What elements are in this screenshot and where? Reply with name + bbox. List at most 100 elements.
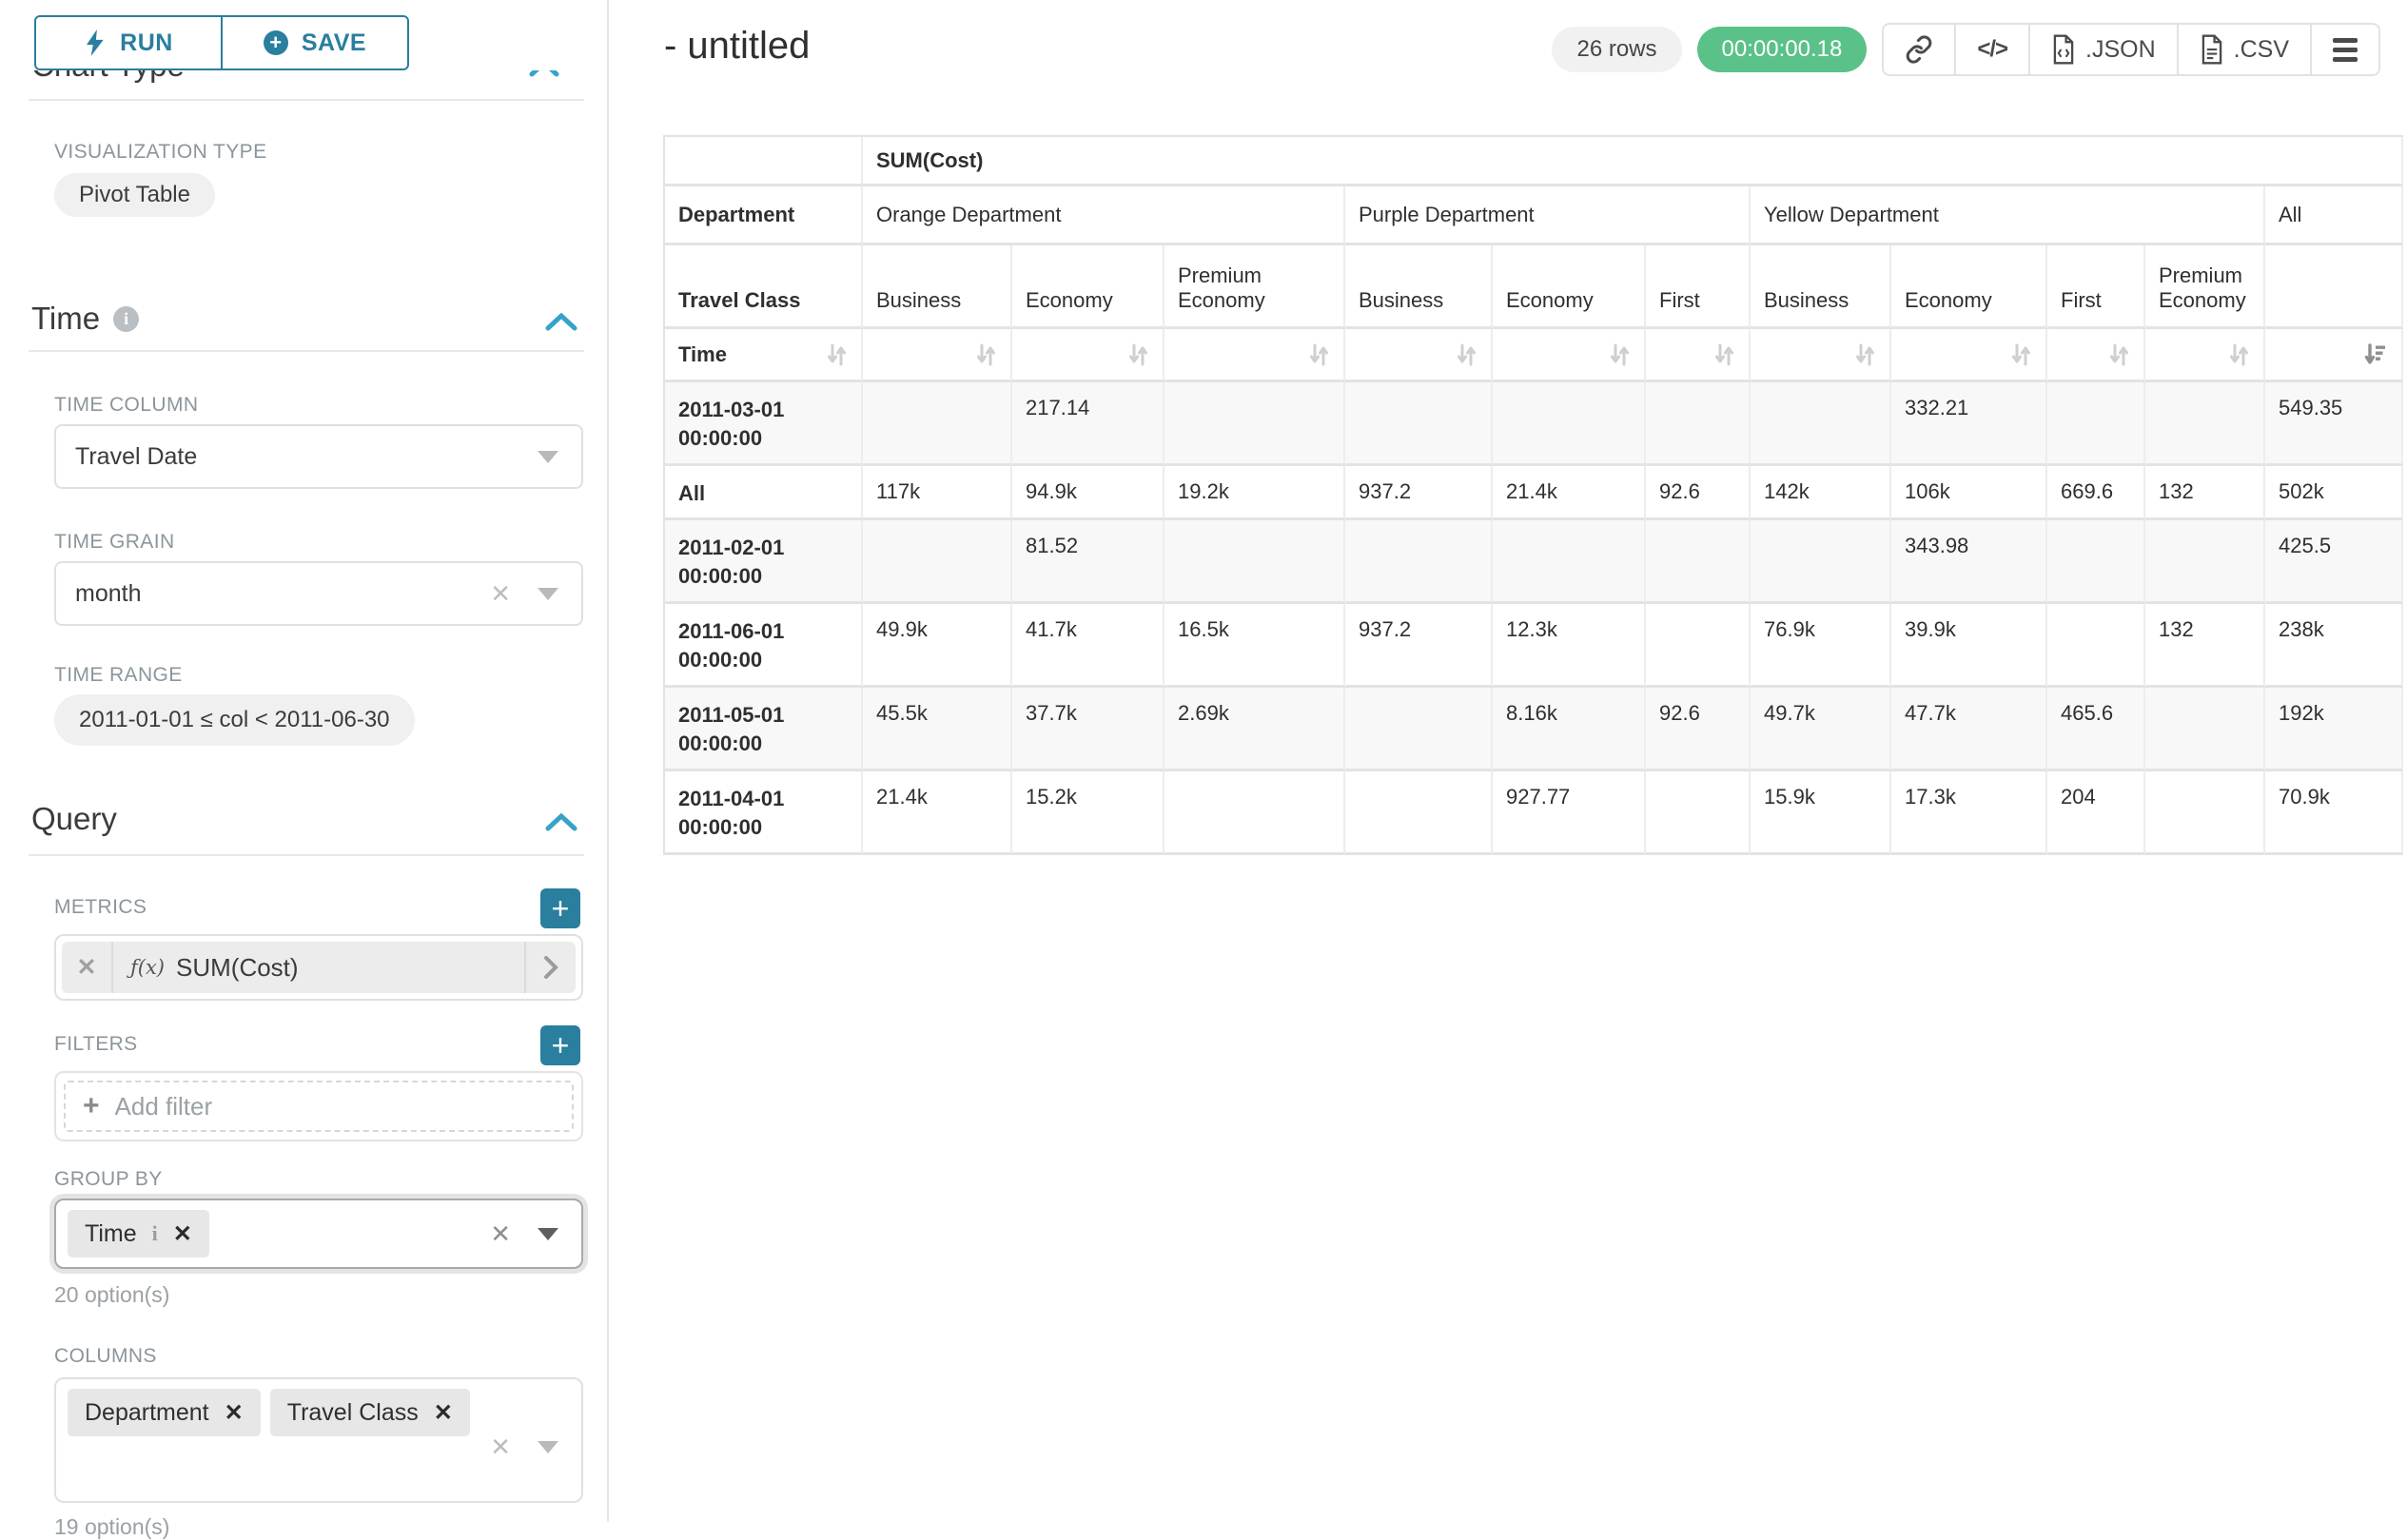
save-button-label: SAVE [302,29,366,57]
save-button[interactable]: + SAVE [221,17,407,68]
filters-label: FILTERS [54,1033,138,1056]
time-range-value[interactable]: 2011-01-01 ≤ col < 2011-06-30 [54,694,415,746]
sort-icon[interactable] [1126,342,1149,367]
remove-chip-icon[interactable]: ✕ [173,1220,192,1248]
pivot-col-leaf-header: Premium Economy [2145,245,2265,329]
sort-icon[interactable] [974,342,997,367]
pivot-value-cell [1164,382,1345,466]
remove-chip-icon[interactable]: ✕ [434,1399,453,1427]
pivot-sort-header[interactable] [1751,329,1891,382]
pivot-value-cell [2047,520,2145,604]
pivot-value-cell: 117k [863,466,1012,520]
pivot-col-leaf-header: Premium Economy [1164,245,1345,329]
columns-options-hint: 19 option(s) [54,1514,169,1540]
result-controls: 26 rows 00:00:00.18 </> .JSON .CSV [1552,23,2380,76]
sort-icon[interactable] [825,342,848,367]
divider [29,854,584,856]
sort-icon[interactable] [1853,342,1876,367]
pivot-sort-header[interactable] [1012,329,1164,382]
sort-icon[interactable] [1307,342,1330,367]
pivot-sort-header[interactable] [863,329,1012,382]
sort-icon[interactable] [2009,342,2032,367]
page-title[interactable]: - untitled [664,25,810,68]
sort-icon[interactable] [1455,342,1477,367]
more-menu-button[interactable] [2310,25,2378,74]
columns-select[interactable]: Department✕ Travel Class ✕ ✕ [54,1377,583,1503]
time-grain-label: TIME GRAIN [54,531,175,554]
info-icon[interactable]: i [152,1221,158,1246]
chevron-down-icon[interactable] [538,1441,558,1453]
pivot-sort-header[interactable] [1891,329,2047,382]
time-column-value: Travel Date [75,443,197,471]
pivot-value-cell: 549.35 [2265,382,2403,466]
group-by-chip[interactable]: Timei✕ [68,1210,209,1257]
pivot-value-cell: 132 [2145,604,2265,688]
pivot-sort-header[interactable] [1493,329,1646,382]
pivot-value-cell: 937.2 [1345,466,1493,520]
pivot-row-dimension-header[interactable]: Time [665,329,863,382]
pivot-table: SUM(Cost)DepartmentOrange DepartmentPurp… [663,135,2403,855]
chevron-down-icon[interactable] [538,588,558,600]
pivot-value-cell: 15.9k [1751,771,1891,855]
chevron-up-icon[interactable] [542,310,580,333]
time-grain-value: month [75,580,141,608]
chevron-right-icon[interactable] [524,942,576,993]
add-filter-button[interactable]: + Add filter [64,1081,574,1132]
sort-descending-icon[interactable] [2363,342,2388,367]
sort-icon[interactable] [2107,342,2130,367]
run-button[interactable]: RUN [36,17,221,68]
sort-icon[interactable] [1608,342,1631,367]
chevron-up-icon[interactable] [542,810,580,833]
divider [29,99,584,101]
pivot-sort-header[interactable] [1646,329,1751,382]
columns-chip[interactable]: Department✕ [68,1389,261,1436]
view-query-button[interactable]: </> [1954,25,2028,74]
pivot-value-cell: 2.69k [1164,688,1345,771]
remove-chip-icon[interactable]: ✕ [225,1399,244,1427]
pivot-value-cell: 39.9k [1891,604,2047,688]
add-metric-button[interactable]: + [540,888,580,928]
json-file-icon [2051,34,2076,65]
pivot-sort-header[interactable] [1345,329,1493,382]
metric-chip[interactable]: ✕ ƒ(x) SUM(Cost) [62,942,576,993]
info-icon[interactable]: i [113,306,139,332]
pivot-sort-header[interactable] [2145,329,2265,382]
pivot-value-cell: 937.2 [1345,604,1493,688]
pivot-col-leaf-header: Business [863,245,1012,329]
clear-icon[interactable]: ✕ [490,581,511,606]
group-by-select[interactable]: Timei✕ ✕ [54,1199,583,1269]
export-json-button[interactable]: .JSON [2028,25,2177,74]
pivot-col-dimension-label: Travel Class [665,245,863,329]
pivot-metric-header: SUM(Cost) [863,137,2403,186]
pivot-table-row: 2011-02-01 00:00:0081.52343.98425.5 [665,520,2403,604]
hamburger-menu-icon [2333,38,2358,62]
pivot-value-cell: 343.98 [1891,520,2047,604]
pivot-sort-header[interactable] [1164,329,1345,382]
metrics-label: METRICS [54,896,147,919]
time-column-select[interactable]: Travel Date [54,424,583,489]
sort-icon[interactable] [1712,342,1735,367]
export-csv-button[interactable]: .CSV [2177,25,2310,74]
pivot-sort-header[interactable] [2265,329,2403,382]
pivot-col-group-header: Purple Department [1345,186,1751,245]
pivot-row-key: 2011-03-01 00:00:00 [665,382,863,466]
pivot-sort-header[interactable] [2047,329,2145,382]
columns-chip[interactable]: Travel Class ✕ [270,1389,470,1436]
chevron-up-icon[interactable] [526,70,562,78]
chevron-down-icon[interactable] [538,451,558,463]
clear-icon[interactable]: ✕ [490,1434,511,1459]
pivot-row-key: 2011-05-01 00:00:00 [665,688,863,771]
pivot-value-cell [1164,771,1345,855]
pivot-value-cell: 94.9k [1012,466,1164,520]
add-filter-plus-button[interactable]: + [540,1025,580,1065]
clear-icon[interactable]: ✕ [490,1221,511,1246]
pivot-value-cell: 17.3k [1891,771,2047,855]
visualization-type-value[interactable]: Pivot Table [54,173,215,217]
remove-metric-icon[interactable]: ✕ [62,942,113,993]
pivot-value-cell: 19.2k [1164,466,1345,520]
time-grain-select[interactable]: month ✕ [54,561,583,626]
chevron-down-icon[interactable] [538,1228,558,1240]
copy-link-button[interactable] [1884,25,1954,74]
columns-chip-label: Travel Class [287,1399,419,1427]
sort-icon[interactable] [2227,342,2250,367]
